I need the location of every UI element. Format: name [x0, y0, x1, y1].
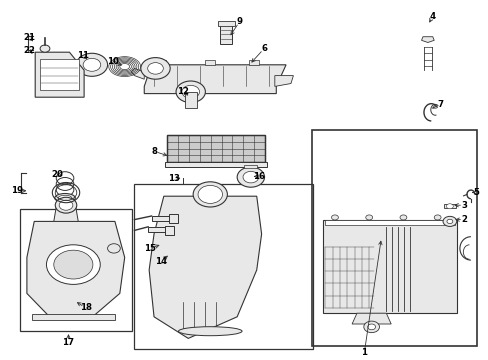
Circle shape [59, 200, 73, 210]
Circle shape [198, 185, 222, 203]
Bar [167, 135, 264, 162]
Circle shape [193, 182, 227, 207]
Circle shape [243, 171, 258, 183]
Ellipse shape [178, 327, 242, 336]
Circle shape [237, 167, 264, 187]
Polygon shape [421, 37, 433, 42]
Bar [32, 314, 115, 320]
Text: 16: 16 [253, 172, 264, 181]
Text: 14: 14 [155, 256, 167, 265]
Bar [148, 227, 166, 232]
Polygon shape [144, 65, 285, 94]
Bar [311, 130, 476, 346]
Text: 6: 6 [261, 44, 266, 53]
Circle shape [446, 204, 452, 209]
Circle shape [182, 85, 199, 98]
Circle shape [399, 215, 406, 220]
Circle shape [176, 81, 205, 103]
Circle shape [446, 219, 452, 224]
Text: 5: 5 [473, 188, 479, 197]
Polygon shape [131, 68, 144, 79]
Bar [325, 220, 454, 225]
Text: 18: 18 [80, 303, 91, 312]
Circle shape [433, 215, 440, 220]
Polygon shape [35, 52, 84, 97]
Bar [151, 216, 170, 221]
Bar [205, 60, 215, 65]
Circle shape [76, 53, 107, 76]
Text: 13: 13 [167, 174, 179, 183]
Bar [322, 220, 456, 313]
Polygon shape [351, 313, 390, 324]
Text: 15: 15 [144, 244, 156, 253]
Text: 22: 22 [23, 46, 35, 55]
Circle shape [365, 215, 372, 220]
Text: 21: 21 [23, 33, 35, 42]
Text: 4: 4 [429, 12, 435, 21]
Circle shape [363, 321, 379, 333]
Circle shape [141, 58, 170, 79]
Text: 10: 10 [106, 57, 118, 66]
Bar [244, 165, 257, 168]
Bar [156, 60, 166, 65]
Text: 7: 7 [436, 100, 442, 109]
Bar [165, 226, 174, 235]
Bar [40, 59, 79, 90]
Circle shape [55, 197, 77, 213]
Polygon shape [54, 207, 78, 221]
Text: 20: 20 [52, 170, 63, 179]
Text: 11: 11 [77, 51, 89, 60]
Bar [184, 92, 196, 108]
Bar [217, 21, 234, 26]
Text: 8: 8 [151, 147, 157, 156]
Ellipse shape [55, 194, 75, 202]
Bar [249, 60, 259, 65]
Circle shape [147, 63, 163, 74]
Circle shape [331, 215, 338, 220]
Text: 17: 17 [62, 338, 74, 347]
Bar [168, 214, 177, 223]
Text: 19: 19 [11, 186, 23, 195]
Text: 1: 1 [361, 348, 366, 357]
Ellipse shape [58, 195, 72, 201]
Text: 3: 3 [461, 201, 467, 210]
Text: 9: 9 [236, 17, 242, 26]
Polygon shape [27, 221, 124, 319]
Text: 12: 12 [177, 87, 189, 96]
Bar [134, 184, 312, 349]
Circle shape [54, 250, 93, 279]
Circle shape [442, 216, 456, 226]
Polygon shape [149, 196, 261, 338]
Circle shape [83, 58, 101, 71]
Circle shape [107, 244, 120, 253]
Circle shape [40, 45, 50, 52]
Polygon shape [274, 76, 293, 86]
Circle shape [46, 245, 100, 284]
Text: 2: 2 [461, 215, 467, 224]
Bar [164, 162, 267, 167]
Bar [220, 24, 232, 44]
Bar [20, 209, 132, 331]
Circle shape [367, 324, 375, 330]
Bar [167, 135, 264, 162]
Bar [443, 204, 455, 208]
